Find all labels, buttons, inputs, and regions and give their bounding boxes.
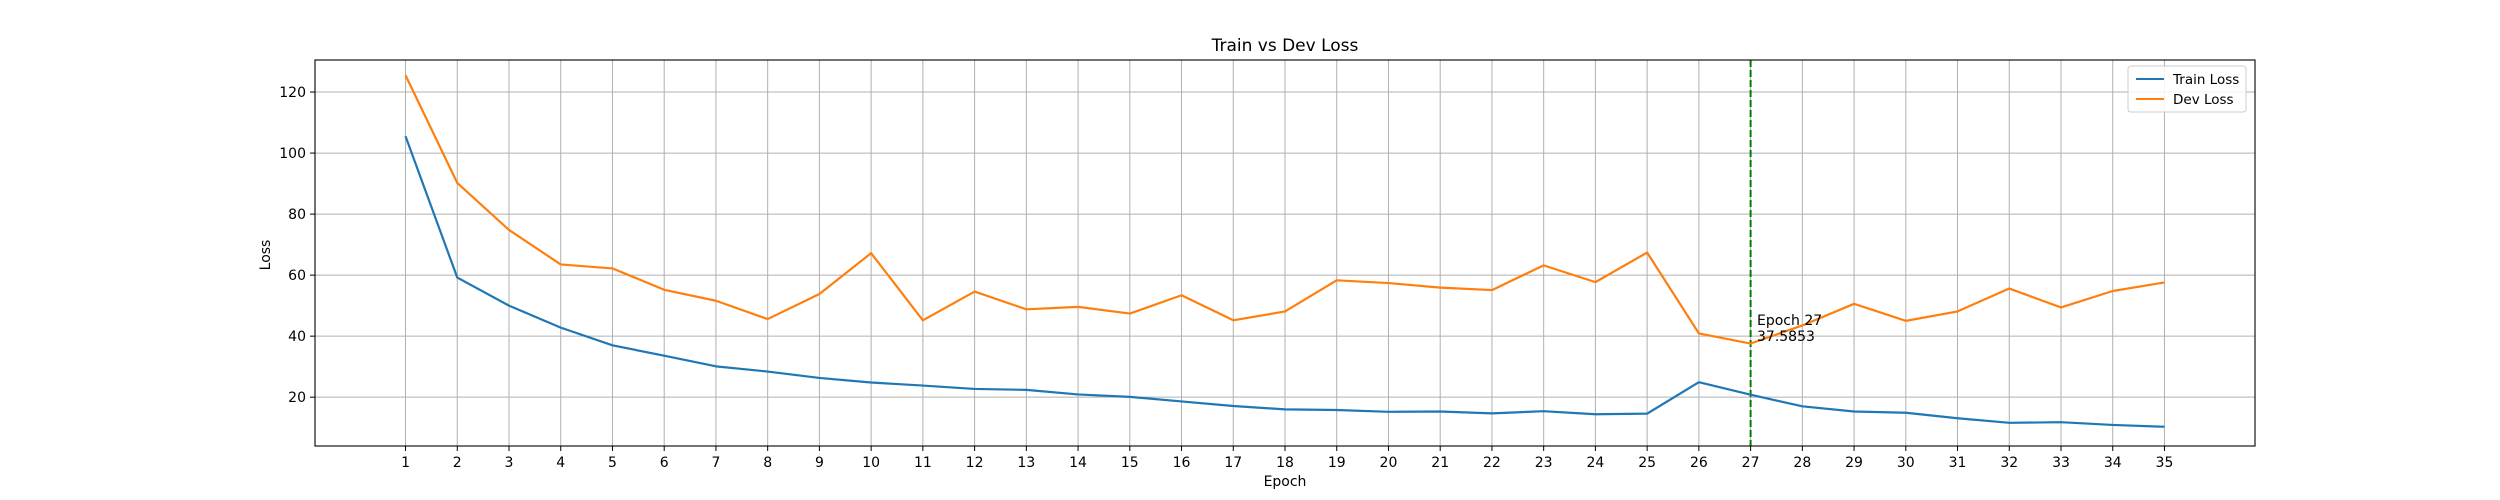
x-tick-label: 1 [401,455,410,471]
x-tick-label: 11 [914,455,932,471]
series-line-dev-loss [404,74,2165,345]
legend: Train Loss Dev Loss [2127,65,2247,113]
y-tick-label: 100 [279,146,306,162]
legend-box [2127,65,2247,113]
x-tick-label: 6 [660,455,669,471]
x-tick-label: 21 [1431,455,1449,471]
x-tick-label: 14 [1069,455,1087,471]
chart-title: Train vs Dev Loss [1211,36,1359,56]
annotation-line-1: Epoch 27 [1757,313,1822,329]
x-tick-label: 29 [1845,455,1863,471]
x-tick-label: 32 [2000,455,2018,471]
x-tick-label: 20 [1380,455,1398,471]
x-tick-label: 25 [1638,455,1656,471]
annotation-line-2: 37.5853 [1757,329,1815,345]
series-lines [404,74,2165,428]
x-axis-ticks: 1 2 3 4 5 6 7 8 9 10 11 12 13 14 15 16 17 18 19 20 21 22 23 24 2… [401,446,2173,471]
x-tick-label: 35 [2156,455,2174,471]
x-tick-label: 10 [862,455,880,471]
x-tick-label: 2 [453,455,462,471]
y-tick-label: 40 [288,329,306,345]
x-tick-label: 9 [815,455,824,471]
x-tick-label: 31 [1949,455,1967,471]
x-axis-label: Epoch [1264,474,1307,490]
y-tick-label: 60 [288,268,306,284]
x-tick-label: 17 [1224,455,1242,471]
x-tick-label: 30 [1897,455,1915,471]
x-tick-label: 5 [608,455,617,471]
x-tick-label: 18 [1276,455,1294,471]
y-axis-ticks: 20 40 60 80 100 120 [279,85,315,406]
y-tick-label: 120 [279,85,306,101]
x-tick-label: 26 [1690,455,1708,471]
x-tick-label: 13 [1017,455,1035,471]
y-axis-label: Loss [258,240,274,271]
legend-label-dev-loss: Dev Loss [2173,92,2234,108]
x-tick-label: 7 [711,455,720,471]
x-tick-label: 3 [505,455,514,471]
y-tick-label: 20 [288,390,306,406]
x-tick-label: 34 [2104,455,2122,471]
y-tick-label: 80 [288,207,306,223]
x-tick-label: 4 [556,455,565,471]
grid [315,60,2255,446]
x-tick-label: 8 [763,455,772,471]
x-tick-label: 28 [1793,455,1811,471]
x-tick-label: 16 [1173,455,1191,471]
x-tick-label: 27 [1742,455,1760,471]
x-tick-label: 12 [966,455,984,471]
annotation: Epoch 27 37.5853 [1757,313,1822,345]
x-tick-label: 24 [1586,455,1604,471]
legend-label-train-loss: Train Loss [2172,72,2239,88]
x-tick-label: 23 [1535,455,1553,471]
x-tick-label: 22 [1483,455,1501,471]
series-line-train-loss [404,135,2165,428]
x-tick-label: 33 [2052,455,2070,471]
x-tick-label: 19 [1328,455,1346,471]
x-tick-label: 15 [1121,455,1139,471]
